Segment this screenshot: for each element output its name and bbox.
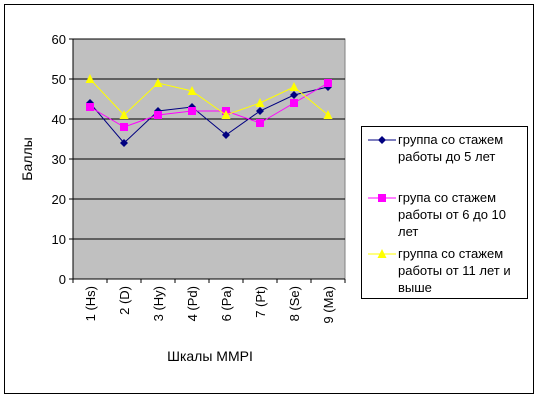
data-point-s2-8 [324, 79, 332, 87]
y-tick-label-0: 0 [59, 272, 66, 287]
data-point-s2-4 [188, 107, 196, 115]
data-point-s1-2 [120, 139, 128, 147]
y-tick-label-5: 50 [52, 72, 66, 87]
data-point-s1-7 [290, 91, 298, 99]
x-tick-label-5: 7 (Pt) [253, 286, 268, 318]
x-tick-label-1: 2 (D) [117, 286, 132, 315]
legend-marker-square [368, 194, 396, 202]
legend-marker-diamond [368, 136, 396, 144]
data-point-s2-6 [256, 119, 264, 127]
data-point-s3-3 [153, 78, 163, 87]
y-axis-title: Баллы [19, 137, 35, 180]
line-chart: 0 10 20 30 40 50 60 1 (Hs) 2 (D) 3 (Hy) 4 (Pd) 6 (P… [19, 32, 346, 364]
y-tick-label-1: 10 [52, 232, 66, 247]
x-tick-label-7: 9 (Ma) [321, 286, 336, 324]
data-point-s1-6 [256, 107, 264, 115]
x-tick-label-6: 8 (Se) [287, 286, 302, 321]
legend-label-series-1: группа со стажем работы до 5 лет [398, 132, 504, 164]
y-tick-label-2: 20 [52, 192, 66, 207]
y-tick-label-4: 40 [52, 112, 66, 127]
series-line-1 [89, 86, 329, 144]
data-point-s3-6 [255, 98, 265, 107]
data-point-s3-5 [221, 110, 231, 119]
data-point-s2-3 [154, 111, 162, 119]
legend: группа со стажем работы до 5 лет група с… [361, 126, 528, 299]
data-point-s3-1 [85, 74, 95, 83]
x-tick-label-2: 3 (Hy) [151, 286, 166, 321]
data-point-s2-2 [120, 123, 128, 131]
data-point-s2-7 [290, 99, 298, 107]
data-point-s1-5 [222, 131, 230, 139]
y-tick-label-6: 60 [52, 32, 66, 47]
data-point-s3-4 [187, 86, 197, 95]
data-point-s3-2 [119, 110, 129, 119]
x-tick-label-4: 6 (Pa) [219, 286, 234, 321]
chart-frame: 0 10 20 30 40 50 60 1 (Hs) 2 (D) 3 (Hy) 4 (Pd) 6 (P… [4, 4, 534, 394]
series-line-2 [89, 82, 329, 128]
legend-marker-triangle [368, 249, 396, 258]
data-point-s3-8 [323, 110, 333, 119]
data-point-s3-7 [289, 82, 299, 91]
x-axis-title: Шкалы MMPI [167, 348, 253, 364]
y-tick-label-3: 30 [52, 152, 66, 167]
legend-label-series-2: група со стажем работы от 6 до 10 лет [398, 190, 506, 239]
series-line-3 [89, 78, 329, 116]
x-tick-label-3: 4 (Pd) [185, 286, 200, 321]
x-tick-label-0: 1 (Hs) [83, 286, 98, 321]
legend-label-series-3: группа со стажем работы от 11 лет и выше [398, 246, 511, 295]
data-point-s2-1 [86, 103, 94, 111]
